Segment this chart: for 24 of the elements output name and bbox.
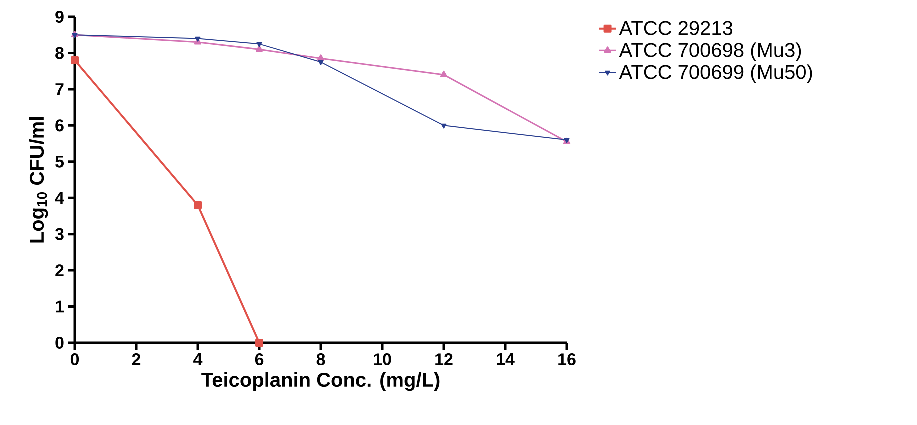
- legend-label: ATCC 700698 (Mu3): [619, 42, 802, 62]
- x-tick-label: 2: [132, 354, 141, 366]
- x-tick-label: 16: [558, 354, 576, 366]
- x-axis-title: Teicoplanin Conc. (mg/L): [202, 372, 440, 392]
- x-tick-label: 8: [316, 354, 326, 366]
- legend-label: ATCC 700699 (Mu50): [619, 64, 812, 84]
- x-tick-label: 12: [436, 354, 453, 366]
- y-tick-label: 2: [56, 264, 64, 276]
- y-tick-label: 4: [55, 192, 64, 204]
- y-tick-label: 3: [55, 228, 64, 240]
- y-tick-label: 5: [56, 156, 64, 168]
- y-axis-title: Log$_{10}$ CFU/ml: [29, 117, 48, 243]
- legend-label: ATCC 29213: [619, 21, 733, 36]
- x-tick-label: 4: [194, 354, 203, 366]
- y-tick-label: 7: [56, 84, 64, 96]
- x-tick-label: 14: [497, 354, 515, 366]
- y-tick-label: 6: [56, 120, 64, 132]
- x-tick-label: 6: [255, 354, 264, 366]
- y-tick-label: 9: [56, 10, 64, 24]
- y-tick-label: 8: [56, 47, 64, 60]
- y-tick-label: 0: [56, 336, 64, 350]
- x-tick-label: 10: [374, 354, 392, 366]
- y-tick-label: 1: [56, 300, 64, 313]
- x-tick-label: 0: [70, 354, 80, 366]
